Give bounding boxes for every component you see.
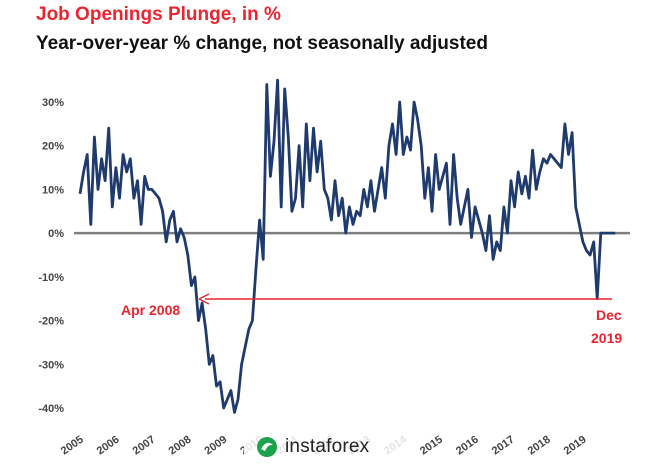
x-tick-label: 2006 [95, 434, 122, 458]
y-tick-label: 30% [42, 97, 64, 109]
x-tick-label: 2008 [167, 434, 194, 458]
x-tick-label: 2019 [562, 434, 589, 458]
x-tick-label: 2007 [131, 434, 158, 458]
x-tick-label: 2016 [454, 434, 481, 458]
y-tick-label: -10% [38, 272, 64, 284]
annotation-dec: Dec [596, 307, 622, 323]
y-tick-label: -20% [38, 316, 64, 328]
annotation-apr-2008: Apr 2008 [121, 302, 180, 318]
annotation-arrow-head [198, 293, 210, 305]
watermark-text: instaforex [285, 436, 370, 457]
y-tick-label: -40% [38, 403, 64, 415]
x-tick-label: 2018 [526, 434, 553, 458]
y-tick-label: 0% [48, 228, 64, 240]
y-axis-ticks: 30% 20% 10% 0% -10% -20% -30% -40% [38, 97, 64, 415]
x-tick-label: 2015 [418, 434, 445, 458]
chart-title: Job Openings Plunge, in % [36, 4, 281, 25]
instaforex-logo-icon [257, 437, 277, 457]
y-tick-label: 10% [42, 184, 64, 196]
x-tick-label: 2009 [202, 434, 229, 458]
series-line-job-openings [78, 78, 616, 414]
x-tick-label: 2017 [490, 434, 517, 458]
x-tick-label: 2005 [59, 434, 86, 458]
annotation-2019: 2019 [591, 330, 622, 346]
annotation-group: Apr 2008 Dec 2019 [121, 293, 622, 346]
y-tick-label: -30% [38, 359, 64, 371]
y-tick-label: 20% [42, 141, 64, 153]
watermark: instaforex [244, 432, 420, 462]
chart-subtitle: Year-over-year % change, not seasonally … [36, 33, 488, 54]
